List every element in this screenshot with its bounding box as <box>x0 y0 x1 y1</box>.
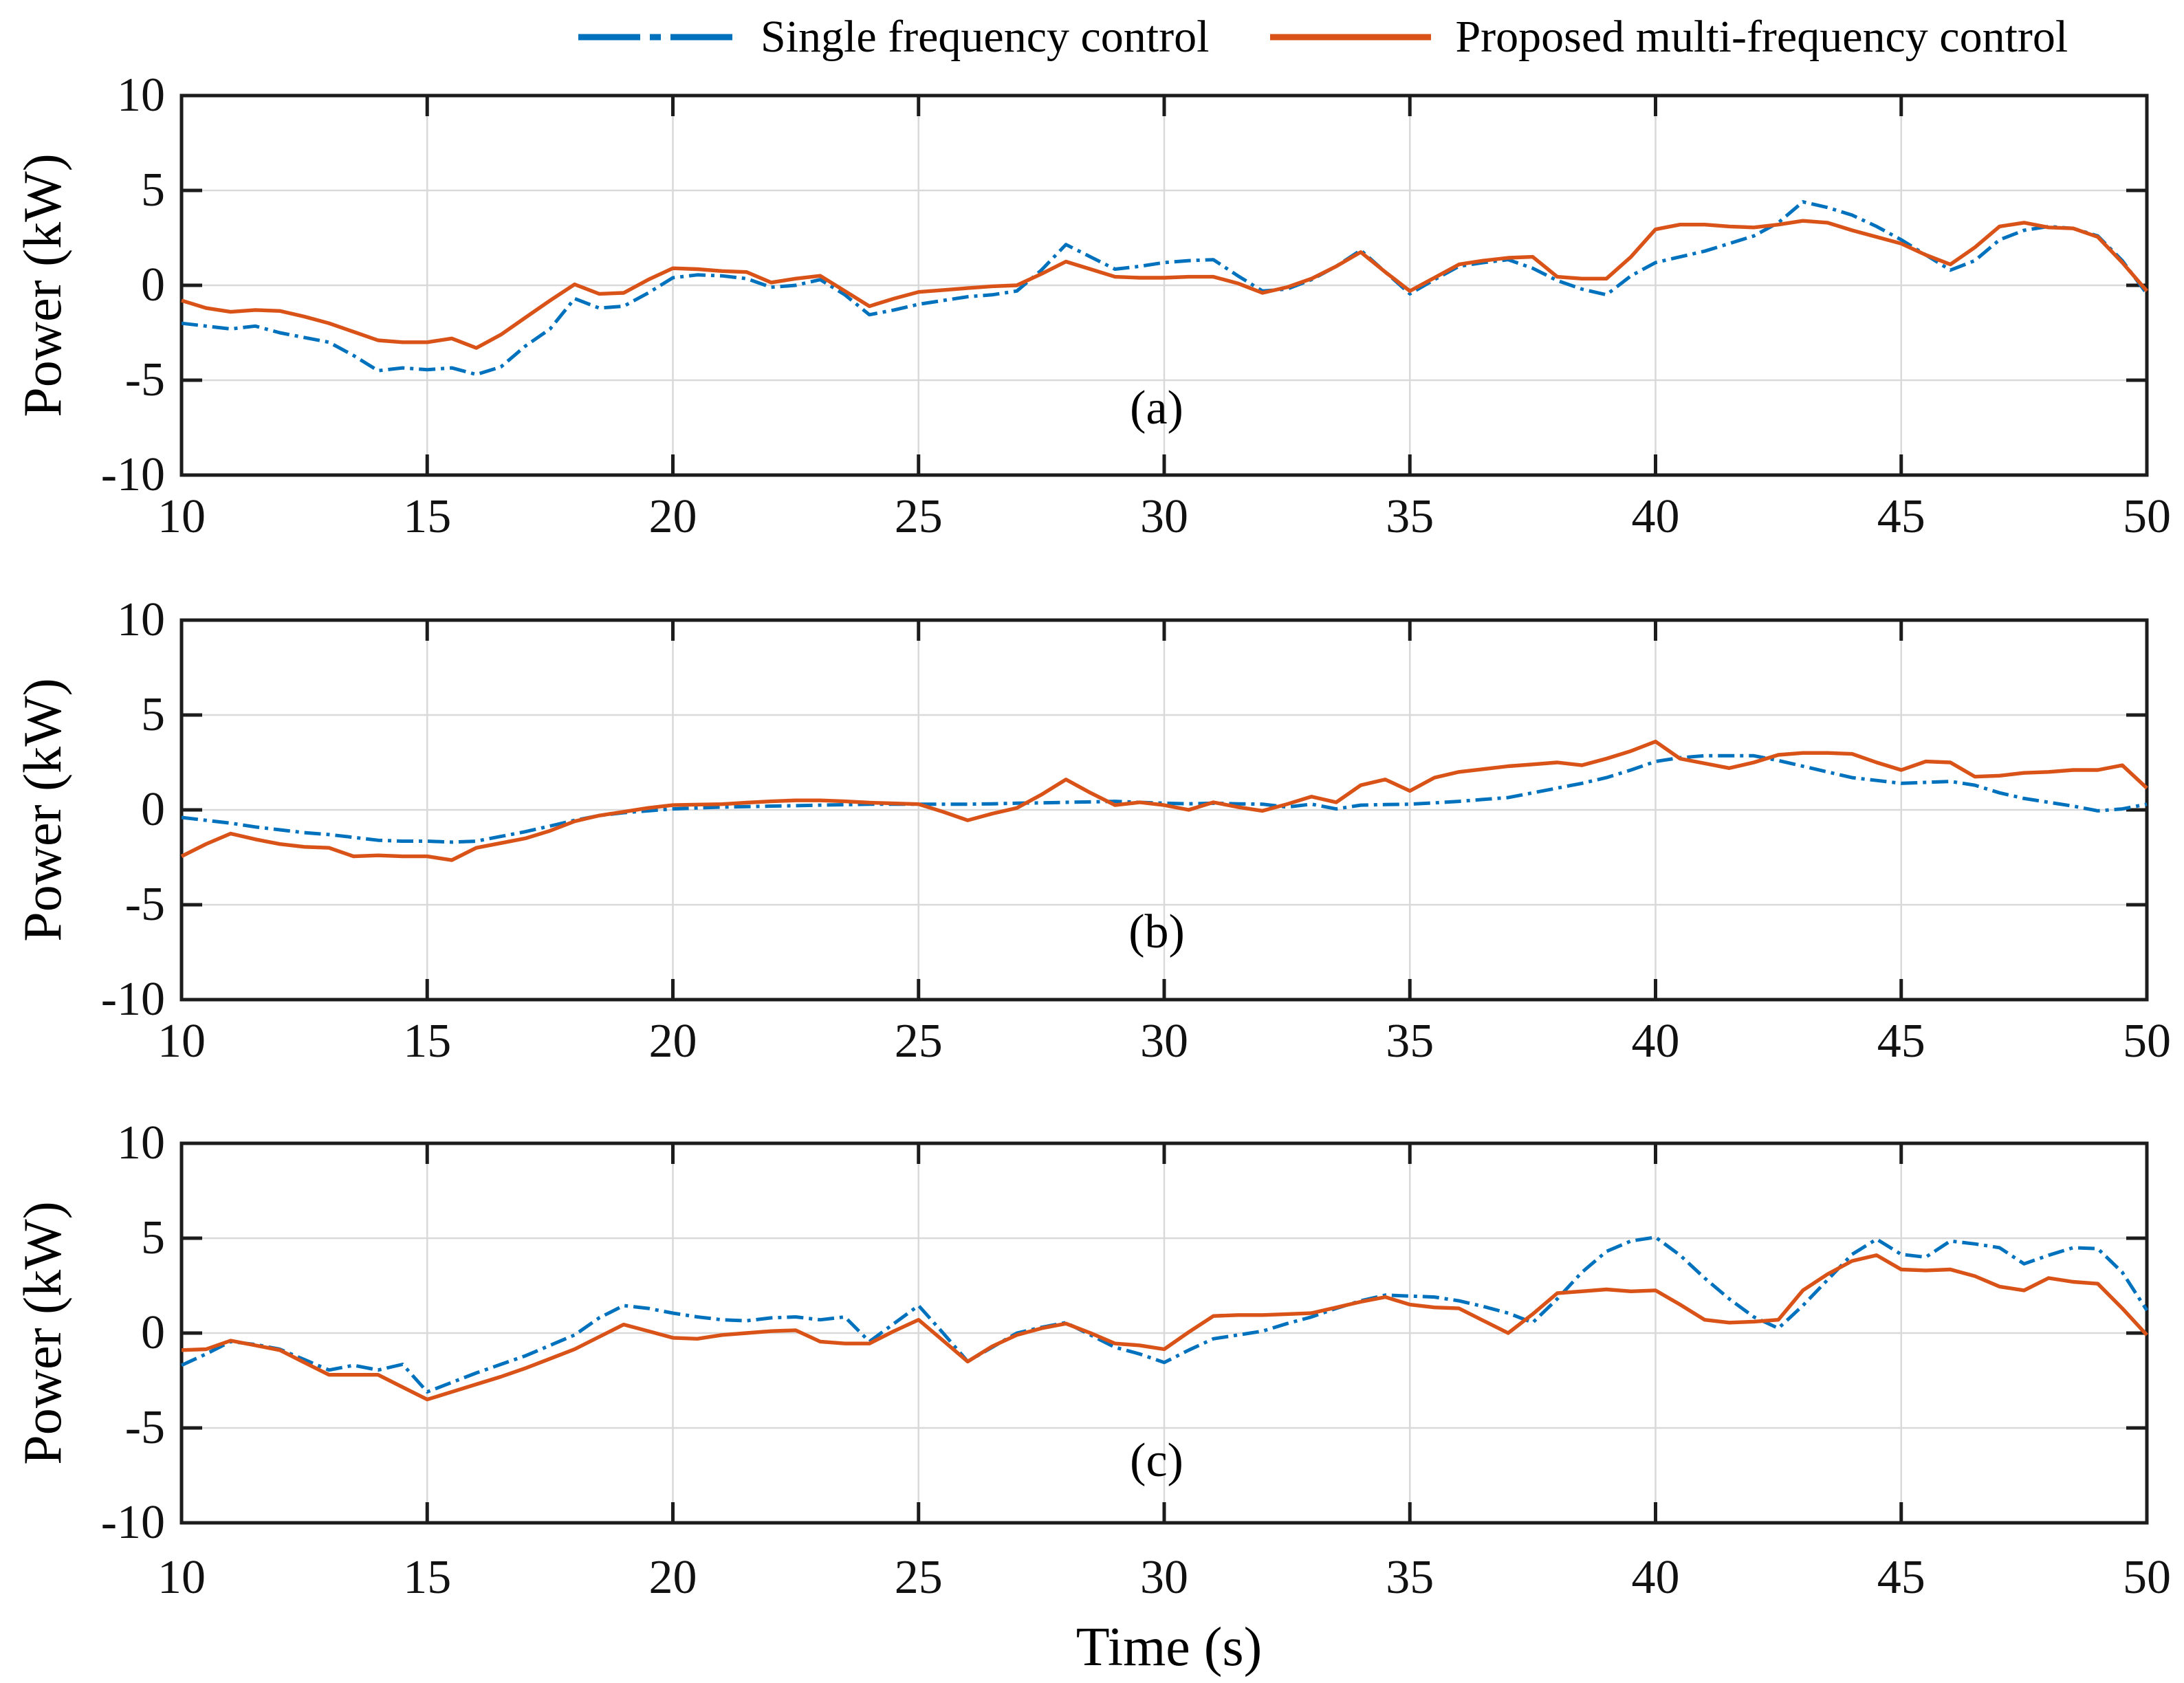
x-tick-label: 10 <box>157 1551 206 1604</box>
subplot-label: (b) <box>1128 905 1185 958</box>
y-tick-label: -10 <box>100 448 165 501</box>
x-tick-label: 30 <box>1140 1015 1188 1068</box>
y-axis-title: Power (kW) <box>12 678 72 942</box>
x-tick-label: 50 <box>2123 1015 2171 1068</box>
x-tick-label: 40 <box>1631 1015 1680 1068</box>
subplot-label: (a) <box>1130 382 1183 434</box>
y-tick-label: -10 <box>100 1496 165 1549</box>
series-line-multi-frequency <box>181 1253 2148 1402</box>
x-tick-label: 20 <box>648 490 697 543</box>
x-tick-label: 20 <box>648 1551 697 1604</box>
y-tick-label: 0 <box>141 258 165 311</box>
y-tick-label: 10 <box>117 69 165 122</box>
solid-line-icon <box>1270 34 1432 41</box>
series-line-multi-frequency <box>180 739 2148 862</box>
y-tick-label: -5 <box>124 353 165 406</box>
x-tick-label: 40 <box>1631 490 1680 543</box>
x-tick-label: 35 <box>1386 490 1434 543</box>
x-tick-label: 35 <box>1386 1551 1434 1604</box>
y-tick-label: 5 <box>141 164 165 217</box>
legend-item-single-frequency: Single frequency control <box>578 14 1209 60</box>
legend-label-single-frequency: Single frequency control <box>761 12 1210 62</box>
y-tick-label: 0 <box>141 1306 165 1359</box>
legend-label-multi-frequency: Proposed multi-frequency control <box>1455 12 2068 62</box>
x-tick-label: 40 <box>1631 1551 1680 1604</box>
x-tick-label: 15 <box>403 490 452 543</box>
series-line-single-frequency <box>181 200 2149 377</box>
x-axis-title: Time (s) <box>1075 1617 1263 1678</box>
y-tick-label: 0 <box>141 783 165 836</box>
x-tick-label: 25 <box>894 1551 943 1604</box>
x-tick-label: 25 <box>894 1015 943 1068</box>
x-tick-label: 50 <box>2123 1551 2171 1604</box>
legend: Single frequency control Proposed multi-… <box>578 4 2068 70</box>
x-tick-label: 10 <box>157 1015 206 1068</box>
x-tick-label: 45 <box>1877 1551 1925 1604</box>
x-tick-label: 45 <box>1877 1015 1925 1068</box>
x-tick-label: 20 <box>648 1015 697 1068</box>
y-tick-label: 10 <box>117 1116 165 1169</box>
subplot-label: (c) <box>1130 1434 1183 1487</box>
y-tick-label: -5 <box>124 878 165 931</box>
y-tick-label: 5 <box>141 688 165 741</box>
x-tick-label: 10 <box>157 490 206 543</box>
x-tick-label: 45 <box>1877 490 1925 543</box>
series-line-single-frequency <box>180 1235 2149 1394</box>
x-tick-label: 25 <box>894 490 943 543</box>
series-line-single-frequency <box>181 754 2148 844</box>
x-tick-label: 30 <box>1140 490 1188 543</box>
x-tick-label: 15 <box>403 1015 452 1068</box>
legend-item-multi-frequency: Proposed multi-frequency control <box>1269 14 2068 60</box>
y-tick-label: -10 <box>100 973 165 1026</box>
axes-frame <box>179 94 2149 477</box>
axes-frame <box>179 618 2149 1002</box>
x-tick-label: 30 <box>1140 1551 1188 1604</box>
y-axis-title: Power (kW) <box>12 153 72 417</box>
y-tick-label: 5 <box>141 1211 165 1264</box>
x-tick-label: 15 <box>403 1551 452 1604</box>
dash-dot-line-icon <box>578 34 736 41</box>
y-tick-label: 10 <box>117 593 165 646</box>
series-line-multi-frequency <box>181 219 2149 350</box>
y-axis-title: Power (kW) <box>12 1201 72 1465</box>
y-tick-label: -5 <box>124 1401 165 1454</box>
x-tick-label: 50 <box>2123 490 2171 543</box>
x-tick-label: 35 <box>1386 1015 1434 1068</box>
